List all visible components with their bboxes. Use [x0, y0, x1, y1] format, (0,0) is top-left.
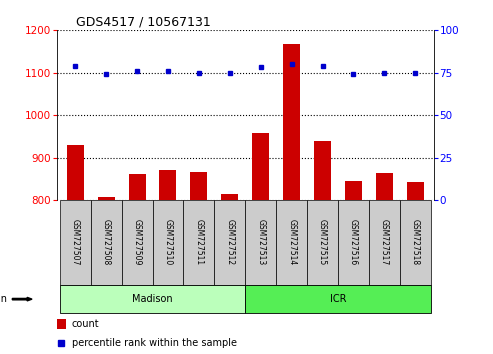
Text: GSM727512: GSM727512 [225, 219, 234, 266]
Text: GSM727513: GSM727513 [256, 219, 265, 266]
Text: GSM727510: GSM727510 [164, 219, 173, 266]
Text: ICR: ICR [330, 294, 346, 304]
Text: GSM727508: GSM727508 [102, 219, 110, 266]
Bar [338, 200, 369, 285]
Text: count: count [72, 319, 100, 329]
Text: Madison: Madison [132, 294, 173, 304]
Text: GSM727509: GSM727509 [133, 219, 141, 266]
Bar [183, 200, 214, 285]
Text: GSM727517: GSM727517 [380, 219, 389, 266]
Text: percentile rank within the sample: percentile rank within the sample [72, 338, 237, 348]
Bar [245, 285, 431, 313]
Bar [245, 200, 276, 285]
Bar [314, 141, 331, 354]
Bar [60, 285, 246, 313]
Bar [60, 200, 91, 285]
Bar [221, 194, 238, 354]
Bar [98, 196, 115, 354]
Bar [214, 200, 245, 285]
Text: strain: strain [0, 294, 7, 304]
Bar [252, 133, 269, 354]
Text: GSM727518: GSM727518 [411, 219, 420, 266]
Text: GSM727511: GSM727511 [194, 219, 204, 266]
Bar [307, 200, 338, 285]
Bar [407, 182, 424, 354]
Text: GSM727515: GSM727515 [318, 219, 327, 266]
Bar [57, 319, 66, 329]
Bar [129, 174, 145, 354]
Bar [345, 181, 362, 354]
Bar [122, 200, 152, 285]
Text: GSM727507: GSM727507 [70, 219, 80, 266]
Bar [67, 145, 84, 354]
Bar [369, 200, 400, 285]
Bar [400, 200, 431, 285]
Text: GDS4517 / 10567131: GDS4517 / 10567131 [75, 16, 211, 29]
Bar [159, 170, 176, 354]
Bar [276, 200, 307, 285]
Bar [283, 44, 300, 354]
Text: GSM727516: GSM727516 [349, 219, 358, 266]
Bar [190, 172, 208, 354]
Bar [91, 200, 122, 285]
Text: GSM727514: GSM727514 [287, 219, 296, 266]
Bar [376, 173, 393, 354]
Bar [152, 200, 183, 285]
